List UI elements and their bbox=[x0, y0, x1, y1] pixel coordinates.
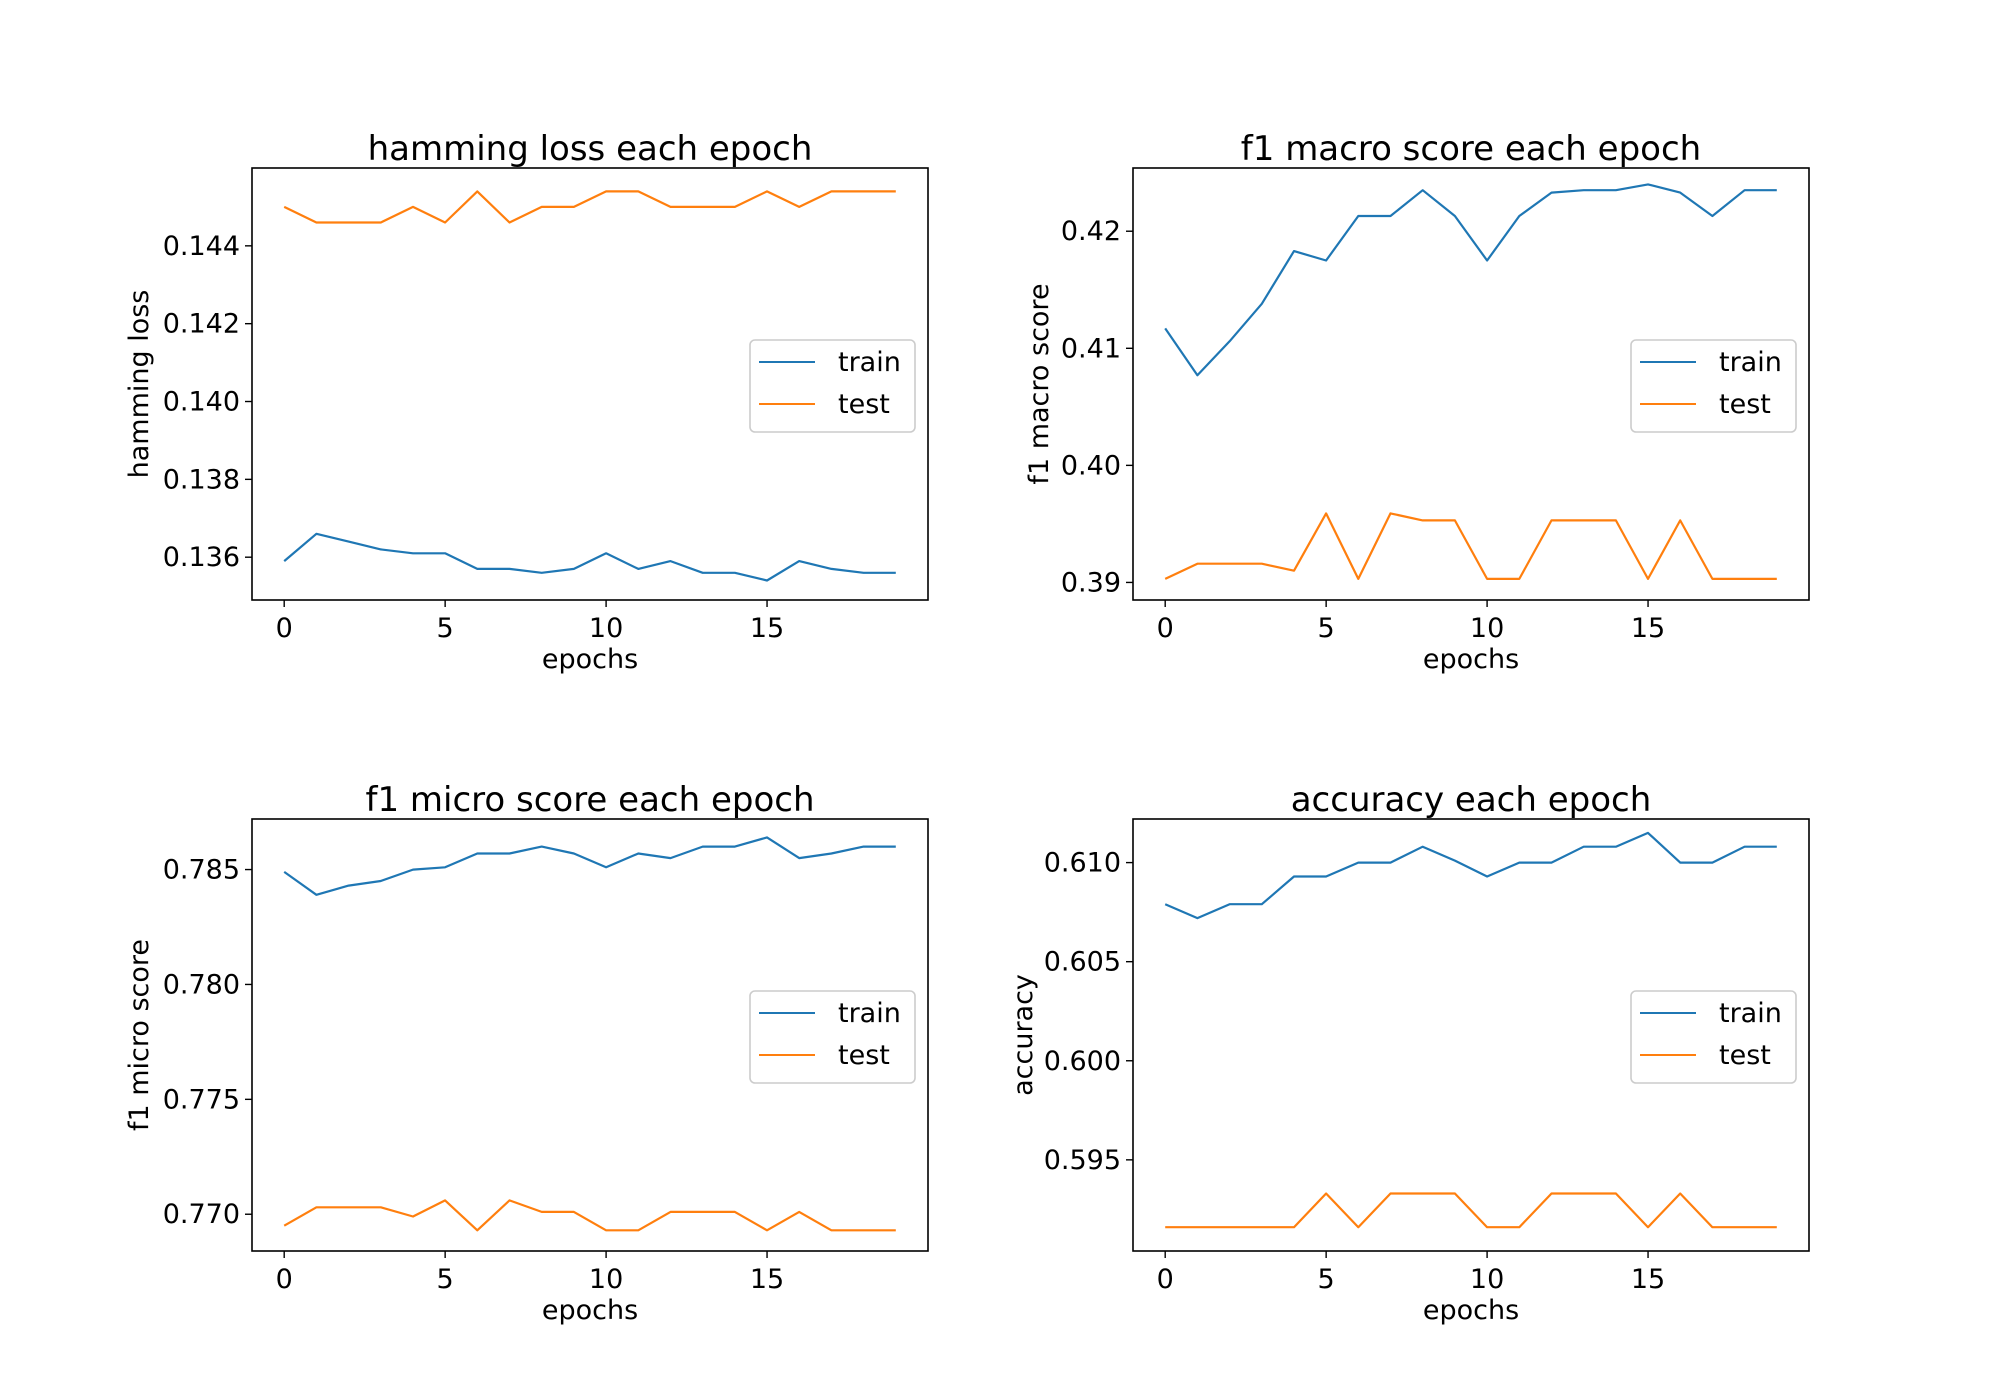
x-tick-label: 10 bbox=[1470, 613, 1504, 644]
legend: train test bbox=[1630, 990, 1797, 1084]
y-tick-label: 0.605 bbox=[1044, 947, 1121, 978]
series-line-train bbox=[283, 836, 896, 896]
series-line-train bbox=[1164, 183, 1777, 377]
x-tick-label: 5 bbox=[437, 1264, 454, 1295]
y-tick-label: 0.142 bbox=[163, 309, 240, 340]
x-tick-label: 10 bbox=[589, 1264, 623, 1295]
x-tick-label: 0 bbox=[276, 613, 293, 644]
chart-f1-micro: f1 micro score each epoch 0 5 10 15 0.770 0.7… bbox=[124, 780, 929, 1326]
chart-accuracy: accuracy each epoch 0 5 10 15 0.595 0.600 0.60… bbox=[1008, 780, 1810, 1326]
y-tick-label: 0.785 bbox=[163, 855, 240, 886]
chart-hamming-loss: hamming loss each epoch 0 5 10 15 0.136 0.138… bbox=[124, 129, 929, 675]
chart-title: f1 micro score each epoch bbox=[365, 780, 814, 820]
series-line-test bbox=[283, 1199, 896, 1232]
series-line-test bbox=[1164, 512, 1777, 581]
y-tick-label: 0.610 bbox=[1044, 848, 1121, 879]
y-axis-label: f1 micro score bbox=[124, 939, 155, 1131]
legend-label-train: train bbox=[1719, 998, 1782, 1029]
series-line-test bbox=[1165, 1192, 1777, 1229]
plot-frame bbox=[251, 167, 929, 601]
x-axis-label: epochs bbox=[1423, 1295, 1519, 1326]
x-tick-label: 0 bbox=[1157, 1264, 1174, 1295]
y-axis-label: f1 macro score bbox=[1024, 283, 1055, 484]
plot-frame bbox=[251, 818, 929, 1252]
y-axis-label: accuracy bbox=[1008, 974, 1039, 1096]
plot-frame bbox=[1132, 818, 1810, 1252]
legend-label-test: test bbox=[838, 389, 890, 420]
chart-title: f1 macro score each epoch bbox=[1241, 129, 1701, 169]
x-axis-label: epochs bbox=[542, 1295, 638, 1326]
y-tick-label: 0.136 bbox=[163, 542, 240, 573]
legend-label-test: test bbox=[1719, 389, 1771, 420]
y-tick-label: 0.41 bbox=[1061, 333, 1121, 364]
x-tick-label: 5 bbox=[437, 613, 454, 644]
y-tick-label: 0.775 bbox=[163, 1084, 240, 1115]
legend-label-test: test bbox=[1719, 1040, 1771, 1071]
chart-title: hamming loss each epoch bbox=[368, 129, 813, 169]
legend-label-train: train bbox=[838, 998, 901, 1029]
plot-frame bbox=[1132, 167, 1810, 601]
y-tick-label: 0.40 bbox=[1061, 450, 1121, 481]
y-tick-label: 0.780 bbox=[163, 969, 240, 1000]
y-tick-label: 0.138 bbox=[163, 464, 240, 495]
x-tick-label: 15 bbox=[1631, 613, 1665, 644]
y-tick-label: 0.144 bbox=[163, 231, 240, 262]
x-tick-label: 10 bbox=[1470, 1264, 1504, 1295]
series-line-train bbox=[1164, 831, 1777, 920]
x-tick-label: 5 bbox=[1318, 1264, 1335, 1295]
legend-label-test: test bbox=[838, 1040, 890, 1071]
y-tick-label: 0.140 bbox=[163, 387, 240, 418]
x-axis-label: epochs bbox=[542, 644, 638, 675]
legend-label-train: train bbox=[1719, 347, 1782, 378]
x-tick-label: 0 bbox=[276, 1264, 293, 1295]
x-tick-label: 15 bbox=[750, 1264, 784, 1295]
x-axis-label: epochs bbox=[1423, 644, 1519, 675]
chart-f1-macro: f1 macro score each epoch 0 5 10 15 0.39 0.40… bbox=[1024, 129, 1810, 675]
legend: train test bbox=[749, 339, 916, 433]
y-tick-label: 0.770 bbox=[163, 1199, 240, 1230]
x-tick-label: 15 bbox=[750, 613, 784, 644]
series-line-test bbox=[283, 190, 896, 224]
y-tick-label: 0.600 bbox=[1044, 1046, 1121, 1077]
y-tick-label: 0.595 bbox=[1044, 1145, 1121, 1176]
x-tick-label: 15 bbox=[1631, 1264, 1665, 1295]
y-axis-label: hamming loss bbox=[124, 290, 155, 479]
legend-label-train: train bbox=[838, 347, 901, 378]
x-tick-label: 5 bbox=[1318, 613, 1335, 644]
x-tick-label: 10 bbox=[589, 613, 623, 644]
series-line-train bbox=[283, 532, 896, 582]
x-tick-label: 0 bbox=[1157, 613, 1174, 644]
y-tick-label: 0.42 bbox=[1061, 216, 1121, 247]
legend: train test bbox=[749, 990, 916, 1084]
y-tick-label: 0.39 bbox=[1061, 567, 1121, 598]
chart-title: accuracy each epoch bbox=[1291, 780, 1652, 820]
legend: train test bbox=[1630, 339, 1797, 433]
